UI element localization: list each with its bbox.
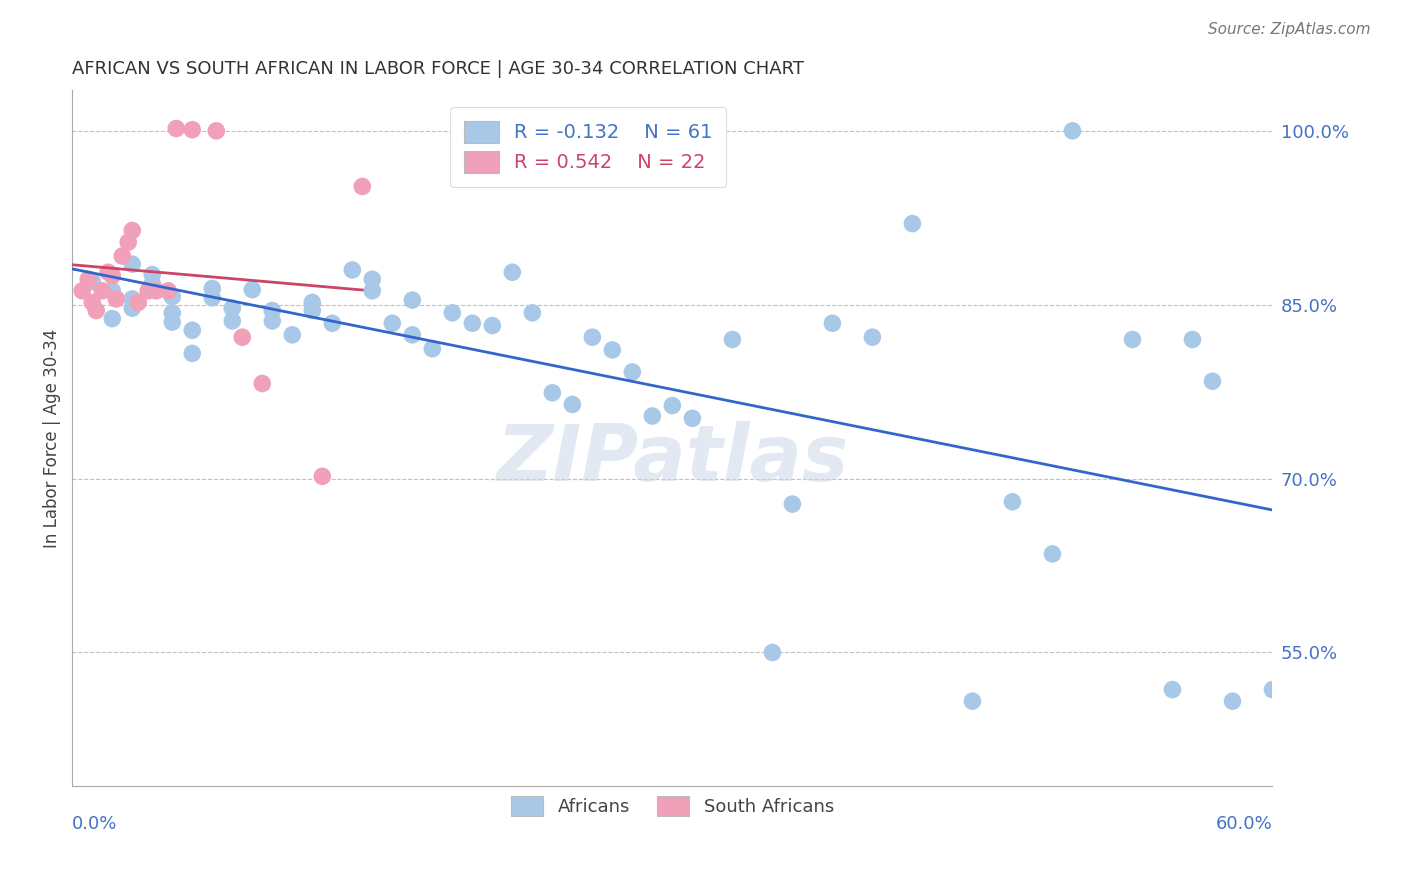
Point <box>165 121 187 136</box>
Point <box>70 284 93 298</box>
Point <box>162 306 184 320</box>
Point <box>240 283 263 297</box>
Point <box>401 327 423 342</box>
Point <box>82 275 104 289</box>
Point <box>111 249 134 263</box>
Point <box>281 327 304 342</box>
Point <box>361 284 384 298</box>
Point <box>621 365 644 379</box>
Point <box>121 292 143 306</box>
Point <box>782 497 804 511</box>
Point <box>141 283 163 297</box>
Point <box>252 376 274 391</box>
Point <box>1181 333 1204 347</box>
Legend: Africans, South Africans: Africans, South Africans <box>502 787 844 825</box>
Point <box>221 301 243 316</box>
Point <box>721 333 744 347</box>
Point <box>141 277 163 291</box>
Point <box>97 265 120 279</box>
Point <box>121 257 143 271</box>
Point <box>342 263 364 277</box>
Point <box>1062 124 1084 138</box>
Point <box>681 411 703 425</box>
Point <box>420 342 443 356</box>
Point <box>127 295 149 310</box>
Text: 60.0%: 60.0% <box>1216 814 1272 833</box>
Text: 0.0%: 0.0% <box>72 814 118 833</box>
Point <box>201 281 224 295</box>
Point <box>181 346 204 360</box>
Point <box>361 272 384 286</box>
Point <box>481 318 503 333</box>
Point <box>1201 374 1223 388</box>
Point <box>641 409 664 423</box>
Text: Source: ZipAtlas.com: Source: ZipAtlas.com <box>1208 22 1371 37</box>
Point <box>821 316 844 330</box>
Point <box>901 217 924 231</box>
Point <box>157 284 180 298</box>
Point <box>381 316 404 330</box>
Point <box>145 284 167 298</box>
Point <box>101 284 124 298</box>
Point <box>661 399 683 413</box>
Point <box>121 301 143 316</box>
Point <box>162 315 184 329</box>
Point <box>141 268 163 282</box>
Point <box>1042 547 1064 561</box>
Point <box>205 124 228 138</box>
Point <box>581 330 603 344</box>
Point <box>91 284 114 298</box>
Point <box>162 290 184 304</box>
Point <box>262 303 284 318</box>
Point <box>1001 495 1024 509</box>
Point <box>101 268 124 283</box>
Point <box>84 303 107 318</box>
Point <box>461 316 484 330</box>
Point <box>321 316 343 330</box>
Text: ZIPatlas: ZIPatlas <box>496 421 848 497</box>
Point <box>1261 682 1284 697</box>
Point <box>136 284 159 298</box>
Point <box>441 306 464 320</box>
Point <box>501 265 523 279</box>
Point <box>541 385 564 400</box>
Point <box>401 293 423 307</box>
Y-axis label: In Labor Force | Age 30-34: In Labor Force | Age 30-34 <box>44 328 60 548</box>
Point <box>105 292 128 306</box>
Point <box>117 235 139 249</box>
Point <box>352 179 374 194</box>
Point <box>522 306 544 320</box>
Point <box>77 272 100 286</box>
Point <box>181 122 204 136</box>
Point <box>101 311 124 326</box>
Point <box>761 645 783 659</box>
Point <box>231 330 253 344</box>
Point <box>262 314 284 328</box>
Point <box>1222 694 1244 708</box>
Point <box>201 291 224 305</box>
Point <box>1161 682 1184 697</box>
Point <box>181 323 204 337</box>
Point <box>1121 333 1143 347</box>
Point <box>860 330 883 344</box>
Point <box>121 223 143 237</box>
Point <box>301 295 323 310</box>
Point <box>221 314 243 328</box>
Point <box>602 343 624 357</box>
Point <box>962 694 984 708</box>
Point <box>82 295 104 310</box>
Point <box>301 303 323 318</box>
Text: AFRICAN VS SOUTH AFRICAN IN LABOR FORCE | AGE 30-34 CORRELATION CHART: AFRICAN VS SOUTH AFRICAN IN LABOR FORCE … <box>72 60 804 78</box>
Point <box>311 469 333 483</box>
Point <box>561 397 583 411</box>
